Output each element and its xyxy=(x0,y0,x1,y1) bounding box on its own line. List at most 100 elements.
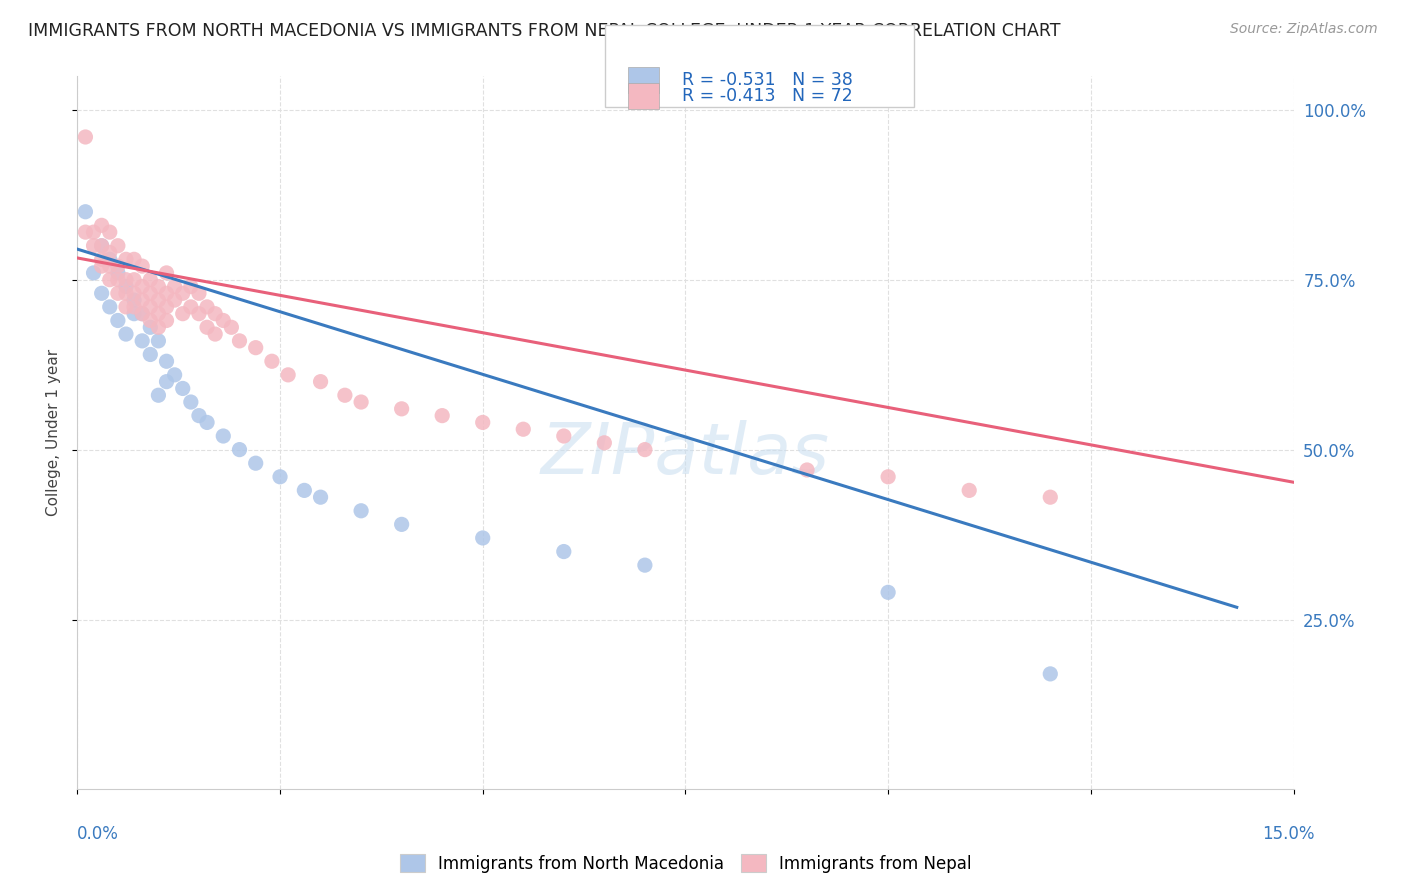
Point xyxy=(131,307,153,321)
Point xyxy=(115,273,138,287)
Point xyxy=(155,375,177,389)
Point xyxy=(877,470,900,484)
Point xyxy=(221,320,243,334)
Point xyxy=(75,130,97,145)
Point xyxy=(131,279,153,293)
Point xyxy=(131,259,153,273)
Point xyxy=(228,334,250,348)
Text: 15.0%: 15.0% xyxy=(1263,825,1315,843)
Point xyxy=(107,259,129,273)
Point xyxy=(107,313,129,327)
Point xyxy=(155,266,177,280)
Point xyxy=(350,504,373,518)
Point xyxy=(188,307,211,321)
Point xyxy=(163,368,186,382)
Point xyxy=(122,252,145,267)
Point xyxy=(172,286,194,301)
Point xyxy=(269,470,291,484)
Point xyxy=(155,313,177,327)
Text: 0.0%: 0.0% xyxy=(77,825,120,843)
Point xyxy=(115,286,138,301)
Point xyxy=(471,531,494,545)
Point xyxy=(553,544,575,558)
Point xyxy=(107,273,129,287)
Point xyxy=(115,279,138,293)
Point xyxy=(98,259,121,273)
Point xyxy=(553,429,575,443)
Point xyxy=(180,395,202,409)
Point xyxy=(148,293,170,307)
Point xyxy=(212,313,235,327)
Point xyxy=(333,388,356,402)
Point xyxy=(131,293,153,307)
Point xyxy=(122,307,145,321)
Point xyxy=(98,252,121,267)
Point xyxy=(195,320,218,334)
Point xyxy=(139,320,162,334)
Point xyxy=(260,354,283,368)
Point xyxy=(139,313,162,327)
Point xyxy=(139,273,162,287)
Point xyxy=(98,245,121,260)
Point xyxy=(957,483,980,498)
Point xyxy=(391,517,413,532)
Point xyxy=(634,558,657,573)
Point xyxy=(180,300,202,314)
Point xyxy=(131,334,153,348)
Point xyxy=(90,286,112,301)
Point xyxy=(122,286,145,301)
Point xyxy=(309,490,332,504)
Point xyxy=(90,252,112,267)
Point xyxy=(204,307,226,321)
Point xyxy=(131,307,153,321)
Point xyxy=(122,293,145,307)
Point xyxy=(115,252,138,267)
Point xyxy=(148,320,170,334)
Point xyxy=(512,422,534,436)
Point xyxy=(90,238,112,252)
Point xyxy=(292,483,315,498)
Point xyxy=(83,266,105,280)
Point xyxy=(180,279,202,293)
Point xyxy=(245,341,267,355)
Point xyxy=(163,293,186,307)
Point xyxy=(90,238,112,252)
Point xyxy=(75,225,97,239)
Point xyxy=(1039,666,1062,681)
Point xyxy=(98,273,121,287)
Point xyxy=(139,300,162,314)
Point xyxy=(148,279,170,293)
Text: ZIPatlas: ZIPatlas xyxy=(541,419,830,489)
Point xyxy=(188,286,211,301)
Point xyxy=(139,347,162,361)
Point xyxy=(115,300,138,314)
Point xyxy=(195,416,218,430)
Point xyxy=(796,463,818,477)
Y-axis label: College, Under 1 year: College, Under 1 year xyxy=(46,349,62,516)
Point xyxy=(98,225,121,239)
Text: R = -0.413   N = 72: R = -0.413 N = 72 xyxy=(682,87,852,105)
Point xyxy=(122,273,145,287)
Point xyxy=(172,307,194,321)
Point xyxy=(350,395,373,409)
Point xyxy=(471,416,494,430)
Point xyxy=(107,266,129,280)
Point xyxy=(83,225,105,239)
Point xyxy=(593,435,616,450)
Text: Source: ZipAtlas.com: Source: ZipAtlas.com xyxy=(1230,22,1378,37)
Point xyxy=(877,585,900,599)
Point xyxy=(309,375,332,389)
Text: IMMIGRANTS FROM NORTH MACEDONIA VS IMMIGRANTS FROM NEPAL COLLEGE, UNDER 1 YEAR C: IMMIGRANTS FROM NORTH MACEDONIA VS IMMIG… xyxy=(28,22,1060,40)
Point xyxy=(277,368,299,382)
Legend: Immigrants from North Macedonia, Immigrants from Nepal: Immigrants from North Macedonia, Immigra… xyxy=(391,847,980,881)
Point xyxy=(195,300,218,314)
Point xyxy=(634,442,657,457)
Point xyxy=(107,286,129,301)
Point xyxy=(172,381,194,395)
Point xyxy=(163,279,186,293)
Point xyxy=(148,307,170,321)
Point xyxy=(83,238,105,252)
Point xyxy=(90,259,112,273)
Point xyxy=(148,334,170,348)
Point xyxy=(98,300,121,314)
